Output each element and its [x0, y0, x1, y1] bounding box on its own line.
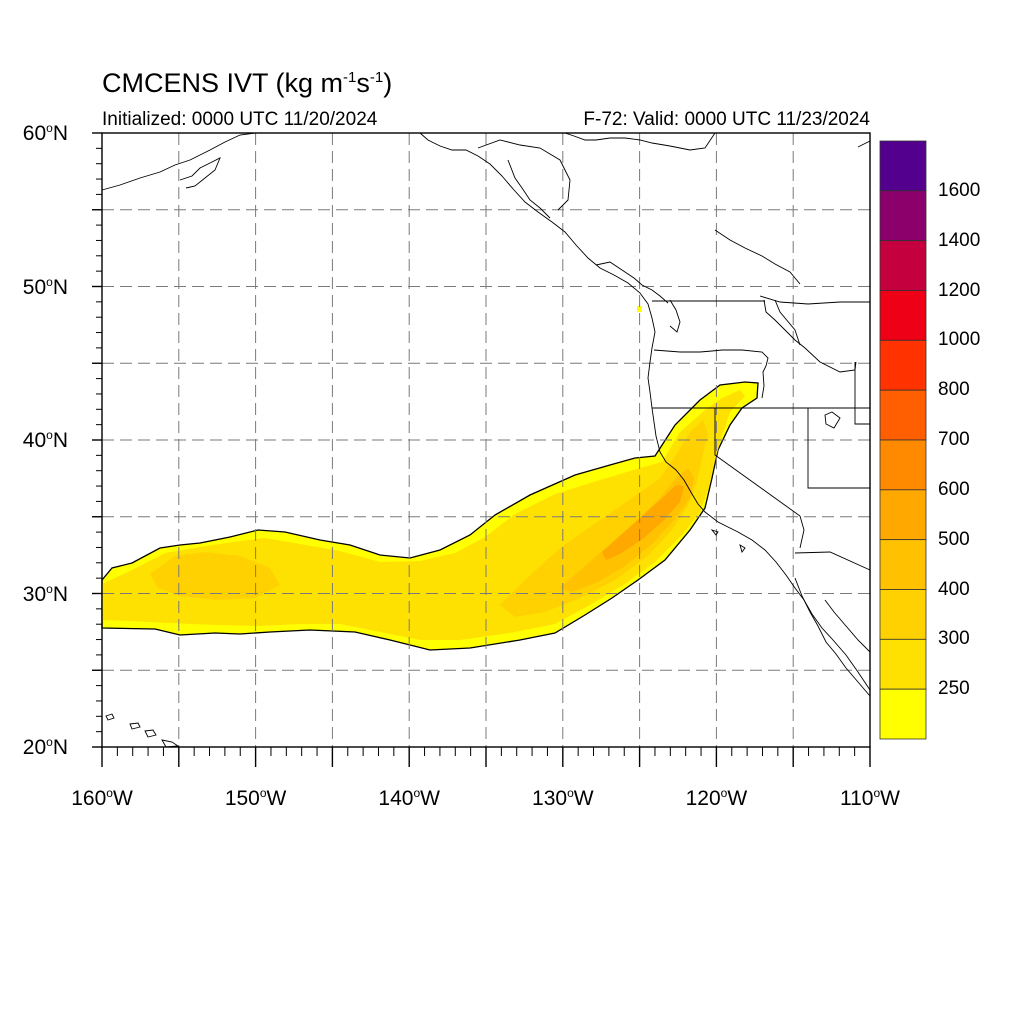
- colorbar-label: 400: [938, 578, 970, 600]
- hawaii-oahu: [129, 722, 141, 730]
- lat-label: 40oN: [22, 428, 68, 452]
- alaska-canada-border: [507, 159, 551, 219]
- great-salt-lake: [824, 411, 841, 429]
- lat-label: 30oN: [22, 581, 68, 606]
- colorbar-box: [879, 290, 927, 341]
- colorado-river: [799, 515, 805, 549]
- ivt-400-500-region-east: [500, 420, 708, 617]
- chart-title: CMCENS IVT (kg m-1s-1): [102, 68, 393, 98]
- colorbar-box: [879, 339, 927, 391]
- guadalupe-island: [739, 544, 746, 553]
- colorbar-label: 1600: [938, 179, 981, 201]
- coast-sealaska-inner: [477, 139, 571, 211]
- ivt-600-700-region: [602, 485, 684, 560]
- colorbar-label: 250: [938, 678, 970, 700]
- colorbar-box: [879, 589, 927, 640]
- bc-alberta-border: [714, 229, 801, 285]
- idaho-montana-border: [763, 299, 857, 373]
- colorbar-label: 1400: [938, 229, 981, 251]
- bc-alberta-border-south: [774, 299, 801, 346]
- colorbar-box: [879, 489, 927, 541]
- colorbar-label: 700: [938, 429, 970, 450]
- lon-label: 140oW: [378, 786, 440, 810]
- vancouver-island: [595, 261, 669, 304]
- lat-label: 50oN: [22, 274, 68, 299]
- colorbar-box: [879, 439, 927, 491]
- map-frame: [92, 132, 871, 767]
- lat-label: 60oN: [22, 121, 68, 145]
- colorbar-box: [879, 638, 927, 690]
- columbia-river-or-wa: [653, 349, 769, 399]
- ca-nv-border: [714, 408, 801, 517]
- coast-alaska-north: [564, 132, 716, 151]
- lon-label: 130oW: [532, 786, 594, 810]
- alaska-peninsula: [101, 132, 256, 191]
- lat-lon-grid: [102, 133, 870, 747]
- ivt-400-500-region-west: [150, 552, 280, 600]
- coast-west-america: [419, 132, 871, 691]
- sonora-coast: [824, 599, 871, 653]
- hawaii-kauai: [105, 713, 115, 721]
- alaska-coast-ne: [857, 140, 871, 148]
- colorbar-label: 1000: [938, 329, 981, 351]
- colorbar-box: [879, 688, 927, 740]
- colorbar-box: [879, 240, 927, 291]
- colorbar-label: 600: [938, 478, 970, 500]
- wyoming-border: [854, 362, 870, 425]
- ivt-shading: [101, 306, 759, 651]
- lon-label: 160oW: [71, 786, 133, 810]
- colorbar-label: 1200: [938, 279, 981, 301]
- colorbar: [879, 140, 927, 740]
- colorbar-label: 800: [938, 379, 970, 401]
- baja-gulf-coast: [794, 577, 871, 697]
- init-time-label: Initialized: 0000 UTC 11/20/2024: [102, 109, 378, 130]
- colorbar-box: [879, 389, 927, 441]
- nv-ut-az-border: [807, 408, 870, 489]
- colorbar-label: 300: [938, 628, 970, 650]
- kodiak-island: [179, 157, 221, 189]
- colorbar-box: [879, 539, 927, 590]
- lon-label: 120oW: [685, 786, 748, 810]
- us-mexico-border: [794, 551, 871, 571]
- hawaii-big-island: [161, 739, 180, 748]
- colorbar-label: 500: [938, 528, 970, 550]
- us-canada-border-east: [759, 295, 870, 305]
- valid-time-label: F-72: Valid: 0000 UTC 11/23/2024: [583, 109, 870, 130]
- puget-sound: [669, 299, 681, 333]
- hawaii-maui: [144, 729, 157, 738]
- ivt-spot-vancouver-island: [637, 306, 642, 312]
- colorbar-box: [879, 140, 927, 192]
- coastlines-and-borders: [101, 132, 871, 748]
- lat-label: 20oN: [22, 735, 68, 759]
- lon-label: 150oW: [224, 786, 287, 810]
- lon-label: 110oW: [840, 786, 900, 810]
- colorbar-box: [879, 190, 927, 242]
- channel-islands: [710, 529, 719, 536]
